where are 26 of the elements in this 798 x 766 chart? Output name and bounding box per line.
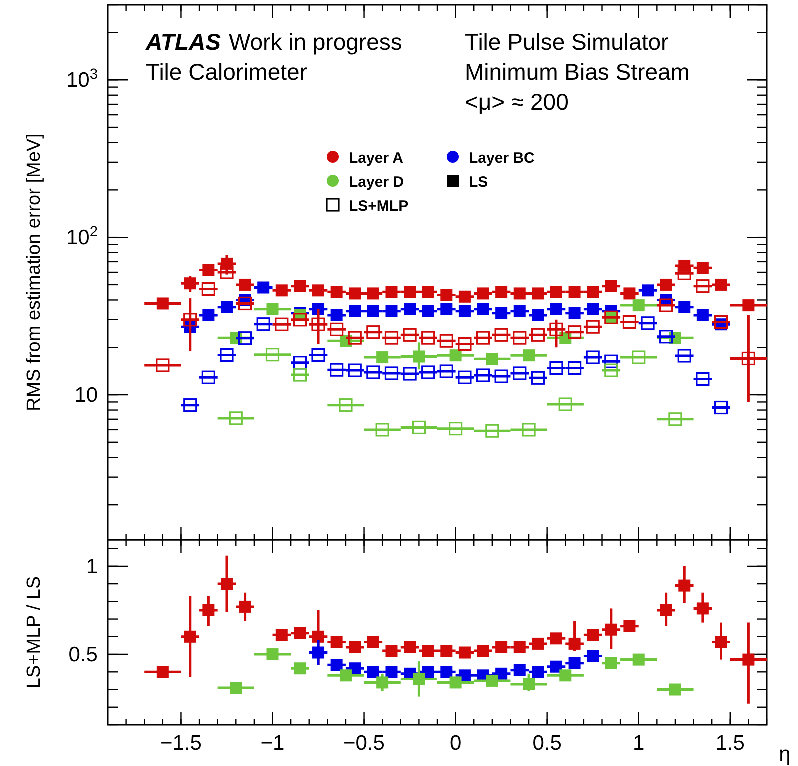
legend-label: Layer A xyxy=(349,150,404,167)
x-tick-label: −1.5 xyxy=(160,732,202,755)
annotation: Work in progress xyxy=(228,29,402,55)
annotation: <μ> ≈ 200 xyxy=(465,89,569,115)
annotation: Tile Calorimeter xyxy=(146,59,308,85)
y-tick-label: 10$^{2}$ xyxy=(66,224,98,250)
legend-label: Layer D xyxy=(349,174,404,191)
y-axis-title: LS+MLP / LS xyxy=(24,576,45,689)
legend-label: Layer BC xyxy=(469,150,536,167)
x-tick-label: 0.5 xyxy=(532,732,562,755)
x-tick-label: 1 xyxy=(633,732,645,755)
x-tick-label: 1.5 xyxy=(716,732,745,755)
y-tick-label: 10 xyxy=(74,384,98,408)
legend-label: LS+MLP xyxy=(349,198,409,215)
x-axis-title: η xyxy=(779,743,791,766)
y-axis-title: RMS from estimation error [MeV] xyxy=(24,134,45,412)
x-tick-label: 0 xyxy=(450,732,462,755)
y-tick-label: 10$^{3}$ xyxy=(66,67,98,92)
y-tick-label: 1 xyxy=(86,555,98,578)
annotation: ATLAS xyxy=(145,29,222,55)
annotation: Tile Pulse Simulator xyxy=(465,29,670,55)
y-tick-label: 0.5 xyxy=(68,644,98,667)
annotation: Minimum Bias Stream xyxy=(465,59,690,85)
x-tick-label: −0.5 xyxy=(344,732,386,755)
legend-label: LS xyxy=(469,174,488,191)
x-tick-label: −1 xyxy=(260,732,285,755)
